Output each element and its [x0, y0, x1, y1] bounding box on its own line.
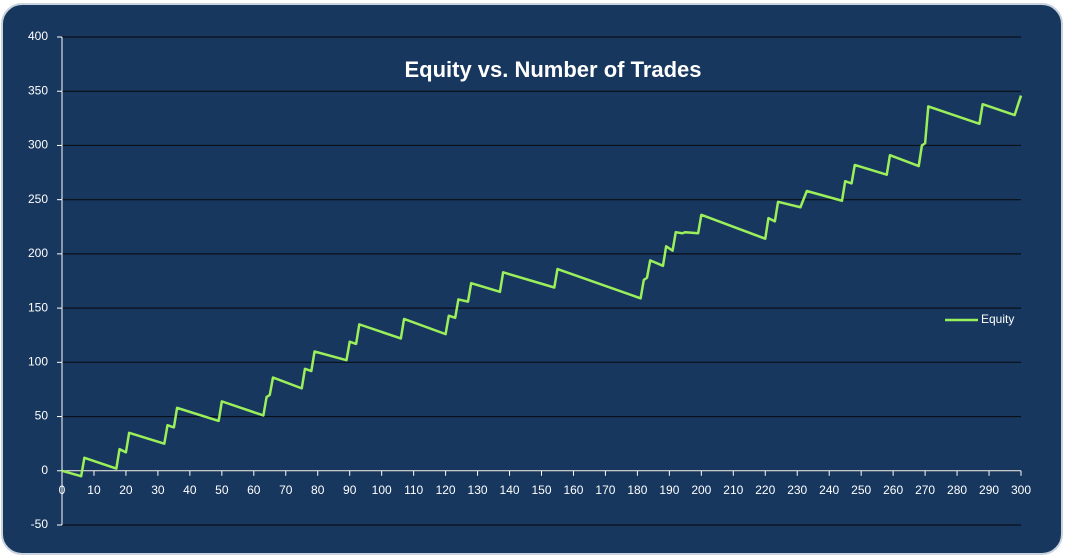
x-tick-label: 200	[691, 483, 711, 497]
x-tick-label: 220	[755, 483, 775, 497]
x-tick-label: 40	[183, 483, 197, 497]
x-tick-label: 90	[343, 483, 357, 497]
chart-title: Equity vs. Number of Trades	[404, 57, 701, 82]
x-tick-label: 300	[1011, 483, 1031, 497]
x-tick-label: 230	[787, 483, 807, 497]
y-tick-label: 350	[28, 83, 48, 97]
y-tick-label: 0	[41, 463, 48, 477]
x-tick-label: 280	[947, 483, 967, 497]
x-tick-label: 60	[247, 483, 261, 497]
x-tick-label: 120	[436, 483, 456, 497]
x-tick-label: 190	[659, 483, 679, 497]
x-tick-label: 180	[627, 483, 647, 497]
x-tick-label: 260	[883, 483, 903, 497]
x-tick-label: 270	[915, 483, 935, 497]
legend-label: Equity	[981, 312, 1014, 326]
chart-background	[1, 3, 1063, 555]
y-tick-label: 50	[35, 409, 49, 423]
x-tick-label: 0	[59, 483, 66, 497]
y-tick-label: 300	[28, 138, 48, 152]
x-tick-label: 100	[372, 483, 392, 497]
x-tick-label: 160	[563, 483, 583, 497]
x-tick-label: 170	[595, 483, 615, 497]
x-tick-label: 30	[151, 483, 165, 497]
x-tick-label: 240	[819, 483, 839, 497]
y-tick-label: 200	[28, 246, 48, 260]
y-tick-label: -50	[31, 517, 49, 531]
x-tick-label: 290	[979, 483, 999, 497]
equity-line	[61, 95, 1023, 478]
y-tick-label: 150	[28, 300, 48, 314]
x-tick-label: 80	[311, 483, 325, 497]
x-tick-label: 210	[723, 483, 743, 497]
x-tick-label: 70	[279, 483, 293, 497]
y-tick-label: 400	[28, 29, 48, 43]
x-tick-label: 110	[404, 483, 423, 497]
y-tick-label: 250	[28, 192, 48, 206]
y-tick-label: 100	[28, 355, 48, 369]
x-tick-label: 130	[468, 483, 488, 497]
x-tick-label: 10	[87, 483, 101, 497]
x-tick-label: 150	[531, 483, 551, 497]
x-tick-label: 50	[215, 483, 229, 497]
x-tick-label: 20	[119, 483, 133, 497]
x-tick-label: 250	[851, 483, 871, 497]
x-tick-label: 140	[500, 483, 520, 497]
